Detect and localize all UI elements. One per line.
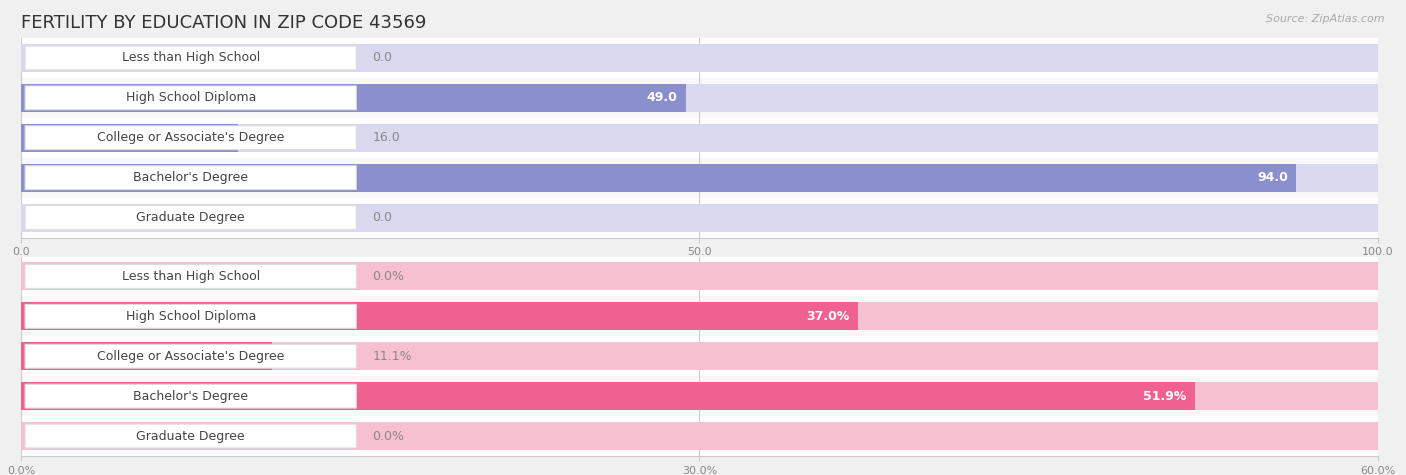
FancyBboxPatch shape <box>25 126 356 150</box>
Bar <box>21 296 1378 336</box>
Bar <box>21 303 1378 330</box>
FancyBboxPatch shape <box>25 46 356 70</box>
FancyBboxPatch shape <box>25 384 356 408</box>
FancyBboxPatch shape <box>25 265 356 288</box>
Text: Graduate Degree: Graduate Degree <box>136 211 245 224</box>
Text: 16.0: 16.0 <box>373 131 401 144</box>
Bar <box>21 416 1378 456</box>
Bar <box>21 263 1378 290</box>
Bar <box>21 118 1378 158</box>
FancyBboxPatch shape <box>25 206 356 229</box>
Text: 37.0%: 37.0% <box>806 310 849 323</box>
Bar <box>21 44 1378 72</box>
Text: 0.0: 0.0 <box>373 51 392 65</box>
Text: 11.1%: 11.1% <box>373 350 412 363</box>
Text: FERTILITY BY EDUCATION IN ZIP CODE 43569: FERTILITY BY EDUCATION IN ZIP CODE 43569 <box>21 14 426 32</box>
FancyBboxPatch shape <box>25 304 356 328</box>
Bar <box>21 422 1378 450</box>
Text: 0.0: 0.0 <box>373 211 392 224</box>
Bar <box>21 124 1378 152</box>
Bar <box>21 38 1378 78</box>
Text: 0.0%: 0.0% <box>373 429 405 443</box>
Text: 94.0: 94.0 <box>1257 171 1288 184</box>
FancyBboxPatch shape <box>25 86 356 110</box>
Text: Graduate Degree: Graduate Degree <box>136 429 245 443</box>
Text: Bachelor's Degree: Bachelor's Degree <box>134 390 249 403</box>
Text: Less than High School: Less than High School <box>121 51 260 65</box>
Text: College or Associate's Degree: College or Associate's Degree <box>97 350 284 363</box>
Text: Source: ZipAtlas.com: Source: ZipAtlas.com <box>1267 14 1385 24</box>
Bar <box>21 78 1378 118</box>
Text: 49.0: 49.0 <box>647 91 678 104</box>
Bar <box>21 382 1195 410</box>
Bar <box>21 256 1378 296</box>
Bar <box>21 124 238 152</box>
FancyBboxPatch shape <box>25 166 356 190</box>
Text: 0.0%: 0.0% <box>373 270 405 283</box>
FancyBboxPatch shape <box>25 424 356 448</box>
Bar <box>21 376 1378 416</box>
Bar <box>21 84 686 112</box>
Text: College or Associate's Degree: College or Associate's Degree <box>97 131 284 144</box>
Bar <box>21 336 1378 376</box>
Text: Less than High School: Less than High School <box>121 270 260 283</box>
Bar <box>21 84 1378 112</box>
Bar <box>21 204 1378 231</box>
Bar <box>21 164 1378 191</box>
Bar <box>21 303 858 330</box>
Text: High School Diploma: High School Diploma <box>125 91 256 104</box>
Bar <box>21 342 1378 370</box>
Bar <box>21 382 1378 410</box>
FancyBboxPatch shape <box>25 344 356 368</box>
Bar <box>21 164 1296 191</box>
Text: 51.9%: 51.9% <box>1143 390 1187 403</box>
Bar <box>21 158 1378 198</box>
Text: Bachelor's Degree: Bachelor's Degree <box>134 171 249 184</box>
Bar <box>21 342 273 370</box>
Bar <box>21 198 1378 238</box>
Text: High School Diploma: High School Diploma <box>125 310 256 323</box>
